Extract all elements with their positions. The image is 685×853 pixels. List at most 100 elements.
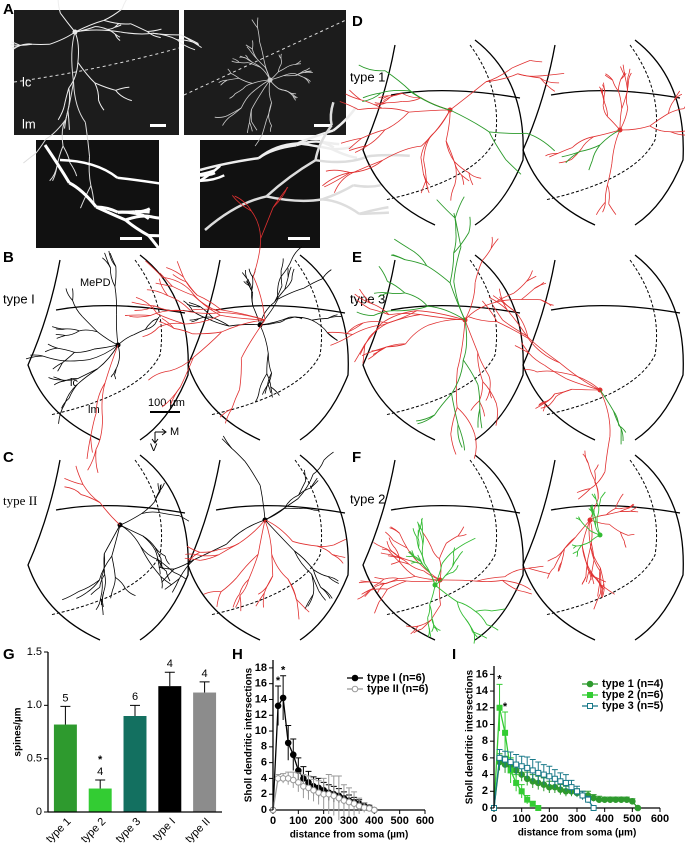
dendrite (97, 99, 105, 111)
dendrite (474, 260, 483, 283)
marker (634, 804, 642, 812)
dendrite (52, 362, 63, 370)
dendrite (454, 196, 465, 219)
dendrite (416, 537, 420, 549)
dendrite (439, 542, 447, 559)
dendrite (95, 597, 102, 611)
dendrite (468, 316, 497, 322)
dendrite (394, 238, 410, 250)
dendrite (232, 593, 240, 608)
dendrite (304, 594, 314, 610)
dendrite (74, 19, 104, 33)
dendrite (161, 568, 175, 583)
dendrite (421, 619, 432, 630)
dendrite (191, 318, 200, 323)
dendrite (77, 62, 96, 84)
outline (634, 454, 684, 641)
outline (550, 90, 681, 99)
dendrite (74, 348, 95, 353)
dendrite (404, 259, 427, 267)
dendrite (280, 258, 284, 271)
dendrite (370, 302, 390, 315)
dendrite (95, 418, 103, 450)
x-tick-label: 200 (314, 815, 332, 827)
dendrite (254, 134, 263, 147)
dendrite (426, 265, 451, 284)
dendrite (207, 318, 230, 327)
dendrite (449, 253, 455, 283)
region-outline (522, 454, 684, 641)
dendrite (356, 311, 374, 317)
dendrite (523, 369, 538, 373)
dendrite (559, 362, 601, 391)
n-label: 6 (132, 691, 138, 703)
dendrite (617, 79, 622, 91)
dendrite (386, 548, 401, 563)
dendrite (518, 590, 532, 595)
boundary (183, 19, 347, 96)
dendrite (254, 389, 260, 403)
dendrite (601, 88, 603, 94)
dendrite (245, 54, 249, 59)
dendrite (259, 298, 279, 326)
dendrite (113, 368, 117, 375)
dendrite (152, 32, 181, 36)
x-tick-label: 500 (623, 813, 641, 825)
dendrite (257, 519, 266, 555)
dendrite (52, 326, 65, 330)
dendrite (615, 507, 624, 510)
dendrite (430, 604, 441, 621)
dendrite (72, 300, 83, 317)
bar (123, 716, 147, 812)
dendrite (417, 414, 435, 425)
dendrite (470, 400, 480, 411)
error-bar (60, 705, 71, 725)
boundary (544, 459, 658, 616)
dendrite (456, 319, 466, 370)
dendrite (408, 109, 451, 113)
dendrite (19, 43, 33, 46)
dendrite (222, 116, 230, 126)
dendrite (141, 501, 156, 514)
dendrite (264, 498, 299, 521)
dendrite (382, 107, 409, 113)
dendrite (178, 559, 195, 579)
dendrite (166, 267, 184, 278)
dendrite (526, 335, 560, 364)
dendrite (373, 310, 397, 316)
dendrite (186, 303, 201, 308)
dendrite (102, 591, 105, 608)
dendrite (295, 60, 302, 65)
dendrite (172, 285, 194, 296)
outline (299, 254, 349, 441)
dendrite (576, 544, 583, 547)
dendrite (309, 508, 319, 511)
dendrite (80, 185, 92, 209)
marker (279, 694, 287, 702)
dendrite (94, 26, 108, 30)
dendrite (84, 122, 91, 157)
dendrite (100, 597, 104, 616)
dendrite (398, 575, 416, 579)
soma (597, 532, 603, 538)
dendrite (602, 105, 608, 117)
dendrite (594, 482, 599, 499)
dendrite (151, 318, 158, 323)
dendrite (277, 276, 282, 300)
orientation-label: M (170, 426, 179, 438)
dendrite (390, 550, 399, 558)
dendrite (383, 96, 391, 101)
dendrite (588, 571, 592, 580)
dendrite (173, 571, 187, 580)
dendrite (188, 551, 200, 561)
dendrite (292, 94, 298, 99)
boundary (209, 259, 323, 416)
dendrite (161, 512, 180, 517)
dendrite (354, 293, 371, 304)
outline (27, 259, 101, 441)
dendrite (63, 87, 70, 106)
dendrite (649, 113, 669, 127)
dendrite (62, 352, 75, 364)
boundary (13, 47, 180, 83)
dendrite (257, 27, 261, 43)
